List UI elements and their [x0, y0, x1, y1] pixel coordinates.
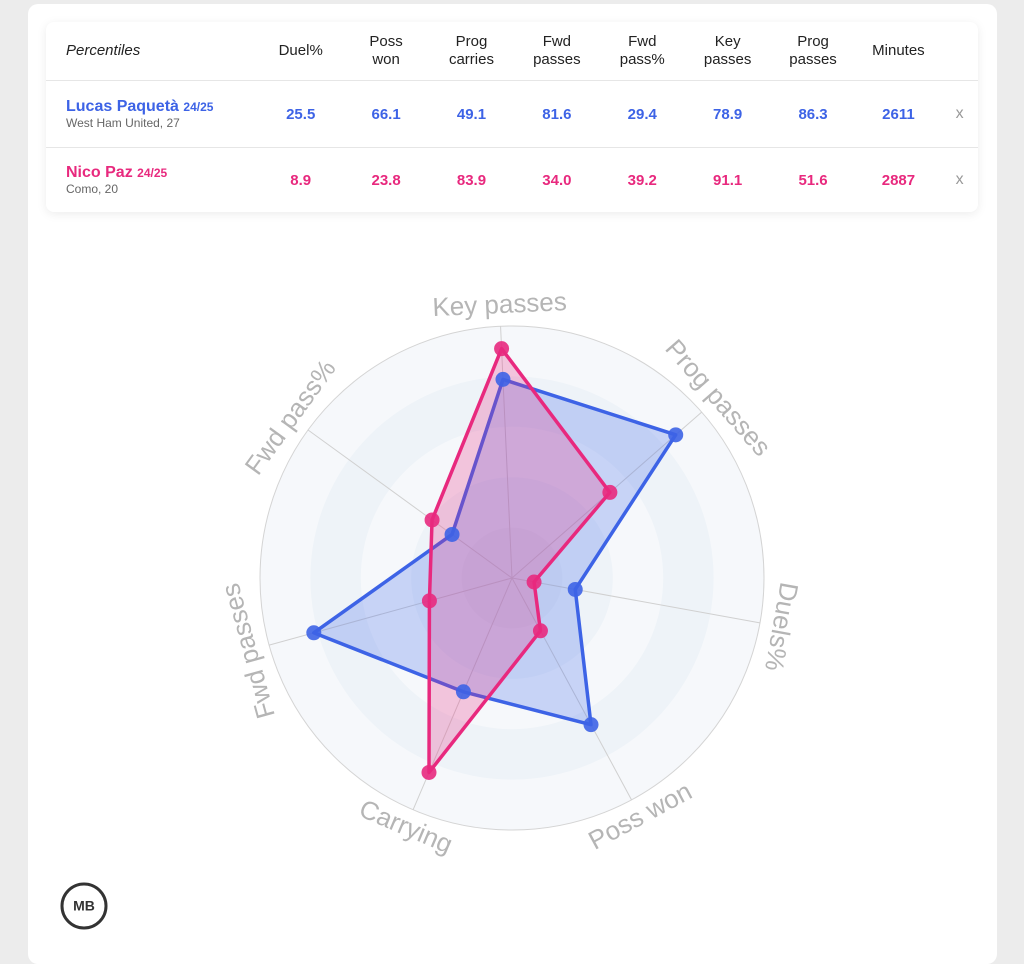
axis-line [307, 429, 513, 579]
player-cell: Lucas Paquetà 24/25 West Ham United, 27 [46, 98, 258, 130]
axis-line [511, 577, 761, 624]
header-cell: Key passes [703, 33, 752, 68]
header-row: Percentiles Duel% Poss won Prog carries Fwd … [46, 22, 978, 81]
value-cell: 23.8 [371, 171, 401, 189]
axis-label: Duels% [759, 580, 804, 674]
data-point [421, 764, 437, 780]
axis-line [500, 326, 513, 579]
value-cell: 2611 [882, 105, 915, 123]
data-point [306, 625, 322, 641]
value-cell: 25.5 [286, 105, 316, 123]
data-point [668, 427, 684, 443]
player-name-line: Lucas Paquetà 24/25 [66, 98, 258, 116]
value-cell: 78.9 [713, 105, 743, 123]
player-name-line: Nico Paz 24/25 [66, 164, 258, 182]
logo: MB [73, 898, 95, 914]
value-cell: 81.6 [542, 105, 572, 123]
axis-label: Key passes [432, 286, 568, 322]
header-cell: Minutes [872, 42, 925, 59]
player-row: Nico Paz 24/25 Como, 20 8.9 23.8 83.9 34.0 39.… [46, 148, 978, 212]
header-cell: Fwd passes [533, 33, 581, 68]
remove-button[interactable]: x [955, 105, 964, 122]
value-cell: 49.1 [456, 105, 487, 123]
player-name: Nico Paz [66, 164, 133, 181]
data-point [494, 341, 510, 357]
series-area [427, 346, 612, 775]
value-cell: 83.9 [456, 171, 487, 189]
value-cell: 86.3 [798, 105, 828, 123]
player-row: Lucas Paquetà 24/25 West Ham United, 27 25… [46, 81, 978, 148]
data-point [567, 581, 583, 597]
axis-line [511, 577, 632, 801]
player-cell: Nico Paz 24/25 Como, 20 [46, 164, 258, 196]
value-cell: 51.6 [798, 171, 828, 189]
data-point [495, 371, 511, 387]
player-club: West Ham United, 27 [66, 116, 180, 130]
data-point [455, 684, 471, 700]
data-point [444, 526, 460, 542]
data-point [532, 623, 548, 639]
header-cell: Prog passes [789, 33, 837, 68]
value-cell: 34.0 [542, 171, 572, 189]
data-point [424, 512, 440, 528]
player-name: Lucas Paquetà [66, 98, 179, 115]
player-club: Como, 20 [66, 182, 119, 196]
percentile-table: Percentiles Duel% Poss won Prog carries Fwd … [46, 22, 978, 212]
value-cell: 66.1 [371, 105, 401, 123]
header-cell: Duel% [278, 42, 323, 59]
value-cell: 29.4 [627, 105, 657, 123]
data-point [583, 717, 599, 733]
logo-ring [60, 882, 108, 930]
data-point [421, 593, 437, 609]
season: 24/25 [137, 166, 168, 180]
value-cell: 39.2 [627, 171, 657, 189]
data-point [602, 484, 618, 500]
value-cell: 8.9 [290, 171, 312, 189]
header-cell: Poss won [369, 33, 403, 68]
header-cell: Prog carries [448, 33, 494, 68]
value-cell: 91.1 [713, 171, 743, 189]
data-point [526, 574, 542, 590]
header-cell: Fwd pass% [619, 33, 665, 68]
value-cell: 2887 [881, 171, 916, 189]
header-cell: Percentiles [66, 42, 141, 59]
season: 24/25 [183, 100, 214, 114]
remove-button[interactable]: x [955, 171, 964, 188]
series-area [312, 377, 678, 727]
